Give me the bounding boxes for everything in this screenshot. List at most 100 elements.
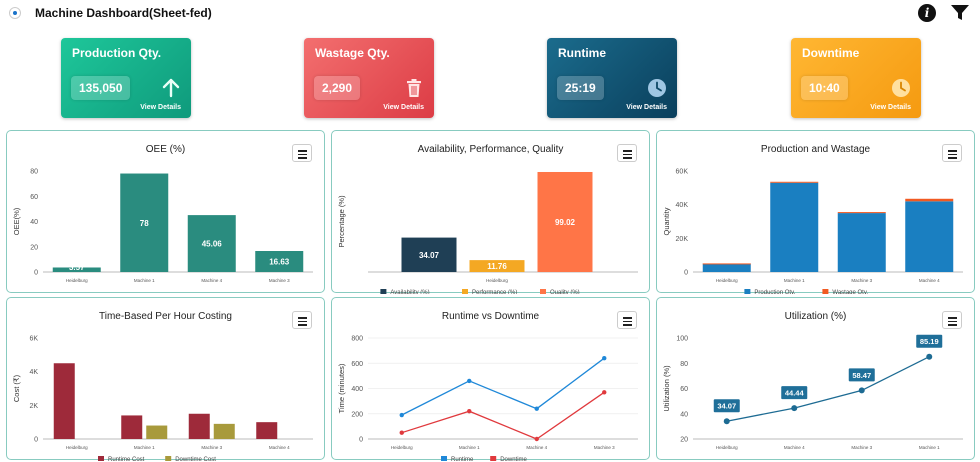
bar xyxy=(837,212,886,214)
page-title: Machine Dashboard(Sheet-fed) xyxy=(35,6,212,20)
legend-label: Wastage Qty. xyxy=(832,290,868,294)
legend-label: Runtime Cost xyxy=(108,457,145,461)
legend-swatch xyxy=(462,289,468,294)
data-point xyxy=(467,378,472,384)
view-details-link[interactable]: View Details xyxy=(383,104,424,111)
data-label: 11.76 xyxy=(487,262,507,271)
oee-chart: OEE(%) 0 20 40 60 80 Heidelburg Machine 1 Machin… xyxy=(12,169,313,283)
x-tick-label: Machine 4 xyxy=(784,445,805,450)
arrow-up-icon xyxy=(162,78,180,98)
runtime-chart: Time (minutes) 0 200 400 600 800 Heidelburg Mac… xyxy=(337,336,638,461)
x-tick-label: Machine 3 xyxy=(594,445,615,450)
y-tick-label: 80 xyxy=(30,169,38,176)
y-axis-label: Utilization (%) xyxy=(662,365,671,412)
legend-label: Performance (%) xyxy=(472,290,517,294)
y-tick-label: 60K xyxy=(676,169,689,176)
chart-title: Availability, Performance, Quality xyxy=(417,144,564,155)
view-details-link[interactable]: View Details xyxy=(626,104,667,111)
chart-menu-button[interactable] xyxy=(617,144,637,162)
x-tick-label: Machine 1 xyxy=(134,278,155,283)
y-tick-label: 400 xyxy=(351,386,363,393)
chart-menu-button[interactable] xyxy=(292,311,312,329)
y-tick-label: 40 xyxy=(680,411,688,418)
x-tick-label: Machine 1 xyxy=(459,445,480,450)
bar xyxy=(53,363,75,439)
legend-swatch xyxy=(380,289,387,294)
chart-menu-button[interactable] xyxy=(617,311,637,329)
bar xyxy=(188,413,210,439)
data-point xyxy=(602,356,607,361)
y-tick-label: 800 xyxy=(351,336,363,343)
chart-menu-button[interactable] xyxy=(292,144,312,162)
data-point xyxy=(399,430,404,435)
oee-panel: OEE(%) 0 20 40 60 80 Heidelburg Machine 1 Machin… xyxy=(6,130,325,293)
radio-icon[interactable] xyxy=(9,7,21,19)
kpi-runtime: Runtime 25:19 View Details xyxy=(547,38,677,118)
data-point xyxy=(723,418,730,425)
runtime-panel: Time (minutes) 0 200 400 600 800 Heidelburg Mac… xyxy=(331,297,650,461)
data-point xyxy=(467,409,472,414)
x-tick-label: Machine 3 xyxy=(201,445,222,450)
data-label: 99.02 xyxy=(555,218,576,227)
bar xyxy=(255,251,304,272)
chart-menu-button[interactable] xyxy=(942,311,962,329)
y-tick-label: 60 xyxy=(30,194,38,201)
clock-icon xyxy=(892,79,910,97)
trash-icon xyxy=(407,79,421,97)
data-label: 3.57 xyxy=(69,263,85,272)
prodwaste-chart: Quantity 0 20K 40K 60K Heidelburg Machine 1 Mac… xyxy=(662,169,963,294)
kpi-production: Production Qty. 135,050 View Details xyxy=(61,38,191,118)
bar xyxy=(537,171,593,272)
data-point xyxy=(534,436,539,442)
chart-title: OEE (%) xyxy=(145,144,186,155)
y-tick-label: 60 xyxy=(680,386,688,393)
legend-swatch xyxy=(540,289,546,294)
kpi-value: 2,290 xyxy=(314,76,361,100)
view-details-link[interactable]: View Details xyxy=(140,104,181,111)
y-tick-label: 40K xyxy=(676,202,689,209)
legend-swatch xyxy=(98,456,104,461)
y-tick-label: 20 xyxy=(30,244,38,251)
kpi-label: Production Qty. xyxy=(72,46,162,60)
kpi-downtime: Downtime 10:40 View Details xyxy=(791,38,921,118)
bar xyxy=(469,260,525,272)
x-tick-label: Machine 4 xyxy=(201,278,222,283)
data-label: 34.07 xyxy=(717,402,736,411)
data-label: 58.47 xyxy=(852,371,871,380)
data-label: 85.19 xyxy=(920,337,939,346)
prodwaste-panel: Quantity 0 20K 40K 60K Heidelburg Machine 1 Mac… xyxy=(656,130,975,294)
x-tick-label: Machine 1 xyxy=(919,445,940,450)
bar xyxy=(905,198,954,202)
y-tick-label: 0 xyxy=(684,270,688,277)
legend-label: Production Qty. xyxy=(754,290,795,294)
bar xyxy=(770,181,819,183)
bar xyxy=(213,423,235,439)
x-tick-label: Machine 3 xyxy=(269,278,290,283)
legend-label: Quality (%) xyxy=(550,290,580,294)
y-axis-label: Time (minutes) xyxy=(337,363,346,413)
legend-swatch xyxy=(744,289,751,294)
legend-swatch xyxy=(490,456,497,461)
chart-menu-button[interactable] xyxy=(942,144,962,162)
y-tick-label: 2K xyxy=(29,403,38,410)
data-point xyxy=(926,353,933,360)
util-panel: Utilization (%) 20 40 60 80 100 Heidelburg Mach… xyxy=(656,297,975,460)
chart-title: Time-Based Per Hour Costing xyxy=(98,311,232,322)
bar xyxy=(52,267,101,272)
x-tick-label: Machine 3 xyxy=(851,278,872,283)
legend-label: Availability (%) xyxy=(390,290,429,294)
view-details-link[interactable]: View Details xyxy=(870,104,911,111)
kpi-value: 10:40 xyxy=(801,76,848,100)
y-axis-label: Cost (₹) xyxy=(12,374,21,402)
filter-icon[interactable] xyxy=(950,4,970,22)
y-tick-label: 6K xyxy=(29,336,38,343)
apq-chart: Percentage (%) 34.07 11.76 99.02 Heidelburg A… xyxy=(337,171,638,294)
data-point xyxy=(602,390,607,395)
data-point xyxy=(791,405,798,412)
y-tick-label: 80 xyxy=(680,361,688,368)
bar xyxy=(121,415,143,439)
bar xyxy=(120,173,169,272)
info-icon[interactable]: i xyxy=(918,4,936,22)
y-axis-label: Quantity xyxy=(662,207,671,235)
data-point xyxy=(534,406,539,411)
